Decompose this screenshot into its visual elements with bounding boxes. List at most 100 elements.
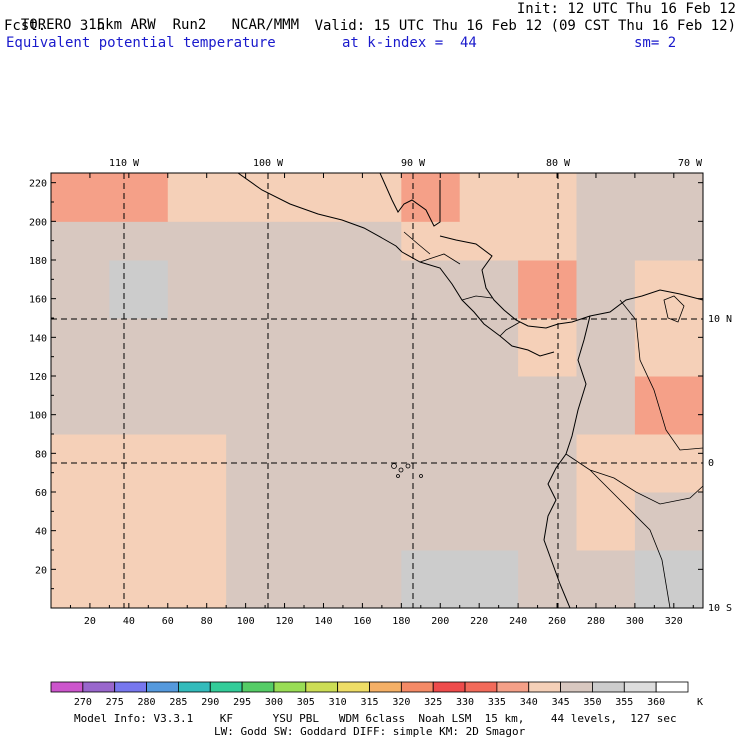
heatmap-cell [576,492,636,551]
heatmap-cell [226,492,286,551]
colorbar-level-label: 280 [138,697,156,708]
heatmap-cell [459,376,519,435]
heatmap-cell [459,173,519,222]
colorbar-swatch [337,681,370,693]
heatmap-cell [51,550,110,608]
colorbar-level-label: 270 [74,697,92,708]
mexico-coastline [237,173,403,253]
colorbar-level-label: 330 [456,697,474,708]
heatmap-cell [459,434,519,493]
heatmap-cell [342,221,402,261]
heatmap-cell [459,550,519,608]
heatmap-cell [284,376,344,435]
heatmap-cell [342,173,402,222]
x-tick-label: 280 [587,616,605,627]
heatmap-cell [226,221,286,261]
colorbar-swatch [209,681,243,693]
central-america-pacific-coast [401,251,555,357]
longitude-label: 90 W [401,158,426,169]
colorbar-level-label: 305 [297,697,315,708]
heatmap-cell [518,173,577,222]
y-tick-label: 40 [35,527,47,538]
heatmap-cell [226,318,286,377]
colorbar-level-label: 295 [233,697,251,708]
heatmap-cell [576,260,636,319]
heatmap-cell [634,492,703,551]
colorbar-level-label: 325 [424,697,442,708]
org-label: NCAR/MMM [231,17,300,33]
model-name: TORERO [20,17,72,33]
y-tick-label: 220 [29,179,47,190]
heatmap-cell [284,221,344,261]
header-line-1: TORERO 15km ARW Run2 NCAR/MMM [4,1,299,33]
central-america-borders [403,231,521,337]
heatmap-cell [342,492,402,551]
y-tick-label: 140 [29,333,47,344]
colorbar-swatch [369,681,402,693]
colorbar-swatch [146,681,179,693]
south-america-coast [543,289,703,608]
fcst-label: Fcst. [4,18,47,34]
colorbar-level-label: 285 [169,697,187,708]
heatmap-cell [51,318,110,377]
heatmap-cell [284,173,344,222]
y-tick-label: 20 [35,565,47,576]
colorbar: 270 275 280 285 290 295 300 305 310 315 320 325 330 3… [50,681,703,708]
longitude-label: 70 W [678,158,703,169]
heatmap-cell [401,376,461,435]
heatmap-cell [109,260,169,319]
axes: 20 40 60 80 100 120 140 160 180 200 220 20 40 60 80 100… [29,158,732,627]
heatmap-cell [401,318,461,377]
heatmap-cell [401,550,461,608]
colorbar-swatch [528,681,562,693]
heatmap-cell [51,221,110,261]
init-time: Init: 12 UTC Thu 16 Feb 12 [516,1,736,17]
longitude-label: 110 W [109,158,140,169]
heatmap-cell [167,550,227,608]
heatmap-cell [401,221,461,261]
heatmap-cell [109,550,169,608]
heatmap-cell [51,492,110,551]
y-tick-label: 200 [29,217,47,228]
fcst-value: 3 h [79,18,106,34]
x-tick-label: 140 [314,616,332,627]
heatmap-cell [518,221,577,261]
x-tick-label: 200 [431,616,449,627]
equivalent-potential-temperature-field [51,173,703,608]
colorbar-swatch [305,681,339,693]
y-tick-label: 100 [29,411,47,422]
heatmap-cell [459,318,519,377]
colorbar-swatch [655,681,689,693]
x-tick-label: 40 [123,616,135,627]
heatmap-cell [109,376,169,435]
heatmap-cell [634,318,703,377]
colorbar-swatch [50,681,84,693]
heatmap-cell [167,492,227,551]
heatmap-cell [109,492,169,551]
heatmap-cell [576,221,636,261]
x-tick-label: 100 [237,616,255,627]
x-tick-label: 80 [201,616,213,627]
heatmap-cell [342,318,402,377]
model-info: Model Info: V3.3.1 KF YSU PBL WDM 6class… [74,712,677,725]
heatmap-cell [576,376,636,435]
colorbar-level-label: 290 [201,697,219,708]
heatmap-cell [576,550,636,608]
heatmap-cell [634,260,703,319]
heatmap-cell [109,318,169,377]
heatmap-cell [109,434,169,493]
forecast-hour: Fcst. 3 h [4,18,105,34]
south-america-borders [565,299,703,608]
x-tick-label: 160 [353,616,371,627]
heatmap-cell [634,221,703,261]
lat-lon-grid [51,173,703,608]
y-tick-label: 120 [29,372,47,383]
heatmap-cell [284,492,344,551]
colorbar-swatch [432,681,466,693]
x-tick-label: 300 [626,616,644,627]
colorbar-swatch [464,681,498,693]
y-tick-label: 60 [35,488,47,499]
x-tick-label: 60 [162,616,174,627]
colorbar-level-label: 340 [520,697,538,708]
